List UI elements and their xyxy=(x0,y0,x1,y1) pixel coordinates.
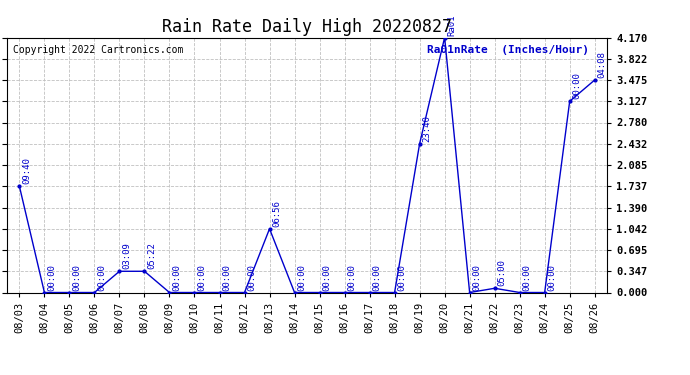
Text: Ra01: Ra01 xyxy=(448,14,457,36)
Text: 00:00: 00:00 xyxy=(72,264,81,291)
Text: 00:00: 00:00 xyxy=(248,264,257,291)
Text: 04:08: 04:08 xyxy=(598,51,607,78)
Text: 00:00: 00:00 xyxy=(348,264,357,291)
Text: 00:00: 00:00 xyxy=(573,73,582,99)
Text: 05:22: 05:22 xyxy=(148,243,157,270)
Text: 00:00: 00:00 xyxy=(322,264,332,291)
Title: Rain Rate Daily High 20220827: Rain Rate Daily High 20220827 xyxy=(162,18,452,36)
Text: 00:00: 00:00 xyxy=(548,264,557,291)
Text: 00:00: 00:00 xyxy=(397,264,406,291)
Text: 00:00: 00:00 xyxy=(222,264,232,291)
Text: 05:00: 05:00 xyxy=(497,260,506,286)
Text: 23:40: 23:40 xyxy=(422,115,432,142)
Text: Ra01nRate  (Inches/Hour): Ra01nRate (Inches/Hour) xyxy=(427,45,589,55)
Text: 00:00: 00:00 xyxy=(48,264,57,291)
Text: 00:00: 00:00 xyxy=(473,264,482,291)
Text: 00:00: 00:00 xyxy=(522,264,532,291)
Text: 03:09: 03:09 xyxy=(122,243,132,270)
Text: 00:00: 00:00 xyxy=(297,264,306,291)
Text: 00:00: 00:00 xyxy=(197,264,206,291)
Text: 09:40: 09:40 xyxy=(22,158,32,184)
Text: 00:00: 00:00 xyxy=(172,264,181,291)
Text: 06:56: 06:56 xyxy=(273,200,282,227)
Text: 00:00: 00:00 xyxy=(373,264,382,291)
Text: Copyright 2022 Cartronics.com: Copyright 2022 Cartronics.com xyxy=(13,45,184,55)
Text: 00:00: 00:00 xyxy=(97,264,106,291)
